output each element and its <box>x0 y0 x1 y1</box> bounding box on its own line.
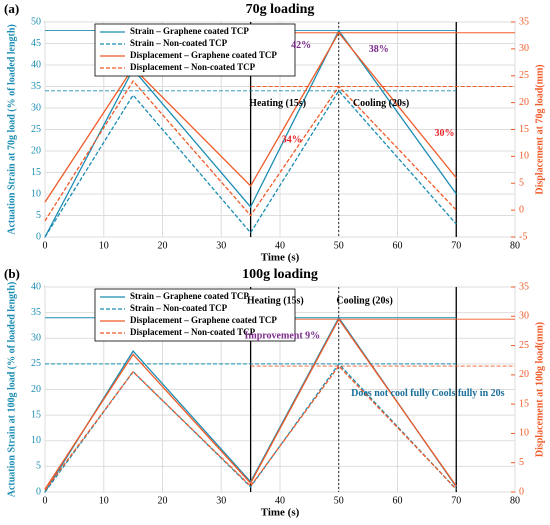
annotation: Heating (15s) <box>249 98 306 109</box>
y2-tick-label: 0 <box>519 486 524 497</box>
y-axis-label: Actuation Strain at 70g load (% of loade… <box>6 24 17 235</box>
y-tick-label: 5 <box>36 210 41 221</box>
legend-label: Displacement – Non-coated TCP <box>130 62 256 72</box>
annotation: 34% <box>282 135 302 146</box>
legend-label: Strain – Non-coated TCP <box>130 38 228 48</box>
annotation: Does not cool fully <box>351 388 430 399</box>
series-line <box>44 29 457 238</box>
x-tick-label: 0 <box>43 240 48 251</box>
x-tick-label: 20 <box>158 240 168 251</box>
legend-box <box>94 288 296 342</box>
panel-label: (b) <box>4 266 20 281</box>
x-tick-label: 30 <box>216 495 226 506</box>
x-tick-label: 80 <box>510 495 520 506</box>
y2-axis-label: Displacement at 100g load(mm) <box>534 322 545 457</box>
x-tick-label: 10 <box>99 495 109 506</box>
y2-tick-label: 30 <box>519 43 529 54</box>
x-tick-label: 0 <box>43 495 48 506</box>
chart-title: 100g loading <box>242 267 318 282</box>
y-tick-label: 30 <box>31 333 41 344</box>
x-tick-label: 50 <box>334 495 344 506</box>
series-line <box>44 31 457 203</box>
y2-tick-label: 25 <box>519 340 529 351</box>
x-axis-label: Time (s) <box>261 252 300 264</box>
y-tick-label: 15 <box>31 409 41 420</box>
legend-label: Strain – Graphene coated TCP <box>130 291 249 301</box>
y2-tick-label: 15 <box>519 124 529 135</box>
y2-tick-label: 20 <box>519 369 529 380</box>
annotation: 38% <box>369 44 389 55</box>
x-tick-label: 20 <box>158 495 168 506</box>
y-tick-label: 40 <box>31 59 41 70</box>
y2-tick-label: 15 <box>519 398 529 409</box>
y-tick-label: 50 <box>31 16 41 27</box>
annotation: 30% <box>435 128 455 139</box>
y2-axis-label: Displacement at 70g load(mm) <box>534 64 545 194</box>
y-tick-label: 40 <box>31 281 41 292</box>
legend-label: Displacement – Graphene coated TCP <box>130 50 277 60</box>
series-line <box>44 365 457 491</box>
y-tick-label: 25 <box>31 358 41 369</box>
x-tick-label: 70 <box>451 240 461 251</box>
y2-tick-label: 0 <box>519 204 524 215</box>
y2-tick-label: 5 <box>519 178 524 189</box>
y2-tick-label: 35 <box>519 281 529 292</box>
y2-tick-label: 30 <box>519 311 529 322</box>
legend-label: Displacement – Non-coated TCP <box>130 327 256 337</box>
annotation: Cools fully in 20s <box>431 388 504 399</box>
x-tick-label: 40 <box>275 495 285 506</box>
y-tick-label: 30 <box>31 102 41 113</box>
y2-tick-label: 10 <box>519 151 529 162</box>
y-tick-label: 20 <box>31 145 41 156</box>
x-tick-label: 60 <box>393 240 403 251</box>
y2-tick-label: 35 <box>519 16 529 27</box>
y2-tick-label: 25 <box>519 70 529 81</box>
annotation: Heating (15s) <box>247 296 304 307</box>
y2-tick-label: 20 <box>519 97 529 108</box>
panel-label: (a) <box>4 1 19 16</box>
chart-title: 70g loading <box>246 2 315 17</box>
legend-label: Strain – Non-coated TCP <box>130 303 228 313</box>
annotation: 42% <box>291 40 311 51</box>
y-tick-label: 35 <box>31 81 41 92</box>
annotation: Cooling (20s) <box>336 296 392 307</box>
y-tick-label: 5 <box>36 461 41 472</box>
y-tick-label: 0 <box>36 231 41 242</box>
y-axis-label: Actuation Strain at 100g load (% of load… <box>6 282 17 498</box>
series-line <box>44 80 457 222</box>
x-tick-label: 30 <box>216 240 226 251</box>
y-tick-label: 10 <box>31 435 41 446</box>
y2-tick-label: 5 <box>519 457 524 468</box>
x-tick-label: 40 <box>275 240 285 251</box>
y2-tick-label: -5 <box>519 231 527 242</box>
annotation: Improvement 9% <box>245 330 321 341</box>
x-tick-label: 80 <box>510 240 520 251</box>
series-line <box>44 89 457 238</box>
y-tick-label: 20 <box>31 384 41 395</box>
y-tick-label: 10 <box>31 188 41 199</box>
x-tick-label: 70 <box>451 495 461 506</box>
x-tick-label: 50 <box>334 240 344 251</box>
y2-tick-label: 10 <box>519 428 529 439</box>
y-tick-label: 45 <box>31 38 41 49</box>
x-axis-label: Time (s) <box>261 507 300 519</box>
y-tick-label: 0 <box>36 486 41 497</box>
legend-label: Strain – Graphene coated TCP <box>130 26 249 36</box>
x-tick-label: 60 <box>393 495 403 506</box>
legend-label: Displacement – Graphene coated TCP <box>130 315 277 325</box>
annotation: Cooling (20s) <box>353 98 409 109</box>
legend-box <box>94 23 296 77</box>
series-line <box>44 317 457 490</box>
x-tick-label: 10 <box>99 240 109 251</box>
y-tick-label: 15 <box>31 167 41 178</box>
y-tick-label: 25 <box>31 124 41 135</box>
y-tick-label: 35 <box>31 307 41 318</box>
